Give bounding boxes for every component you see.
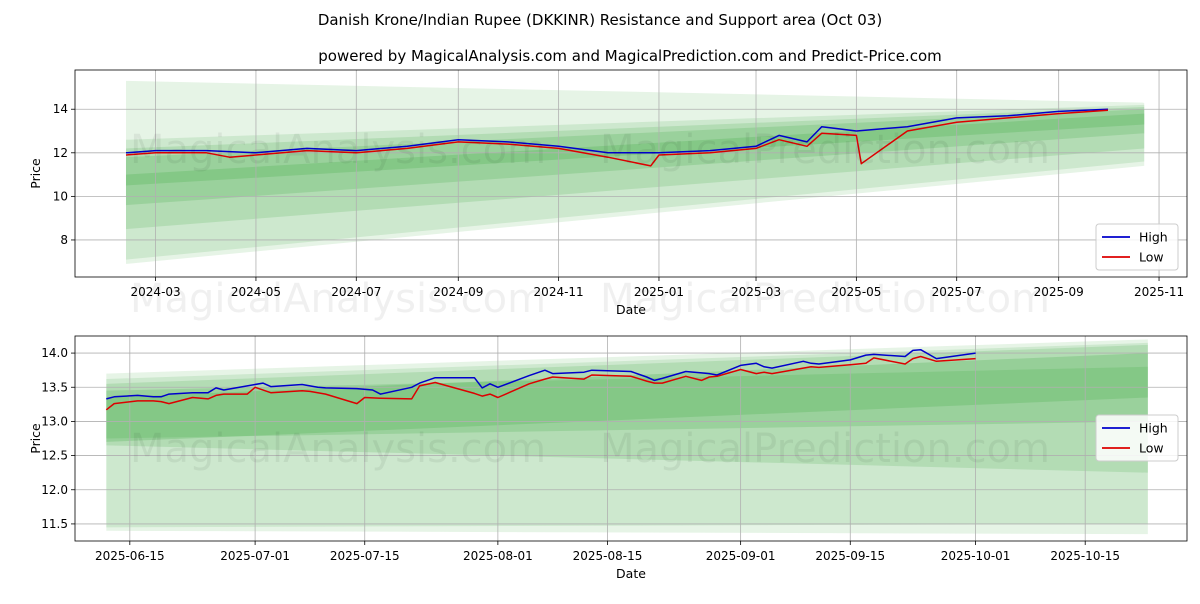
- recent-chart: 2025-06-15 2025-07-01 2025-07-15 2025-08-01…: [28, 335, 1188, 581]
- support-resistance-band: [125, 109, 1145, 206]
- y-tick-label: 12.5: [41, 449, 68, 463]
- watermark-text: MagicalAnalysis.com: [130, 127, 546, 173]
- watermark-text: MagicalAnalysis.com: [130, 426, 546, 472]
- y-axis-label: Price: [28, 158, 43, 189]
- support-resistance-band: [125, 80, 1145, 264]
- low-series-line: [105, 355, 976, 411]
- y-tick-label: 12.0: [41, 483, 68, 497]
- x-tick-label: 2025-03: [731, 285, 781, 299]
- x-tick-label: 2025-07-15: [330, 549, 400, 563]
- y-axis-label: Price: [28, 423, 43, 454]
- x-tick-label: 2024-11: [534, 285, 584, 299]
- watermark-text: MagicalPrediction.com: [600, 426, 1050, 472]
- x-tick-label: 2025-08-15: [573, 549, 643, 563]
- high-series-line: [125, 108, 1109, 154]
- low-series-line: [125, 109, 1109, 167]
- chart-subtitle: powered by MagicalAnalysis.com and Magic…: [318, 47, 942, 65]
- x-axis-label: Date: [616, 566, 646, 581]
- y-tick-label: 13.0: [41, 414, 68, 428]
- x-tick-label: 2025-07-01: [220, 549, 290, 563]
- y-tick-label: 10: [53, 189, 68, 203]
- x-tick-label: 2025-11: [1134, 285, 1184, 299]
- support-resistance-band: [106, 366, 1148, 439]
- x-tick-label: 2025-09: [1034, 285, 1084, 299]
- low-legend-label: Low: [1139, 441, 1164, 456]
- x-tick-label: 2024-03: [131, 285, 181, 299]
- y-tick-label: 13.5: [41, 380, 68, 394]
- support-resistance-band: [106, 344, 1148, 473]
- x-tick-label: 2025-09-01: [706, 549, 776, 563]
- x-tick-label: 2025-06-15: [95, 549, 165, 563]
- legend-box: [1095, 223, 1179, 271]
- support-resistance-band: [125, 107, 1145, 230]
- chart-title: Danish Krone/Indian Rupee (DKKINR) Resis…: [318, 11, 882, 29]
- watermark-text: MagicalPrediction.com: [600, 276, 1050, 322]
- high-legend-label: High: [1139, 421, 1168, 436]
- high-series-line: [106, 348, 976, 400]
- y-tick-label: 14: [53, 102, 68, 116]
- y-tick-label: 11.5: [41, 517, 68, 531]
- y-tick-label: 12: [53, 146, 68, 160]
- y-tick-label: 14.0: [41, 346, 68, 360]
- full-range-chart: 2024-03 2024-05 2024-07 2024-09 2024-11 2025-…: [28, 69, 1188, 322]
- x-tick-label: 2024-07: [331, 285, 381, 299]
- x-tick-label: 2024-09: [433, 285, 483, 299]
- x-tick-label: 2025-05: [831, 285, 881, 299]
- x-tick-label: 2025-07: [932, 285, 982, 299]
- support-resistance-band: [106, 339, 1148, 535]
- x-tick-label: 2024-05: [231, 285, 281, 299]
- x-tick-label: 2025-09-15: [815, 549, 885, 563]
- support-resistance-band: [125, 113, 1145, 186]
- x-tick-label: 2025-10-15: [1050, 549, 1120, 563]
- watermark-text: MagicalPrediction.com: [600, 127, 1050, 173]
- low-legend-label: Low: [1139, 250, 1164, 265]
- x-tick-label: 2025-10-01: [941, 549, 1011, 563]
- x-axis-label: Date: [616, 302, 646, 317]
- axes-frame: [74, 69, 1188, 278]
- high-legend-label: High: [1139, 230, 1168, 245]
- legend-box: [1095, 414, 1179, 462]
- x-tick-label: 2025-08-01: [463, 549, 533, 563]
- x-tick-label: 2025-01: [634, 285, 684, 299]
- y-tick-label: 8: [60, 233, 68, 247]
- watermark-text: MagicalAnalysis.com: [130, 276, 546, 322]
- support-resistance-band: [106, 353, 1148, 442]
- axes-frame: [74, 335, 1188, 542]
